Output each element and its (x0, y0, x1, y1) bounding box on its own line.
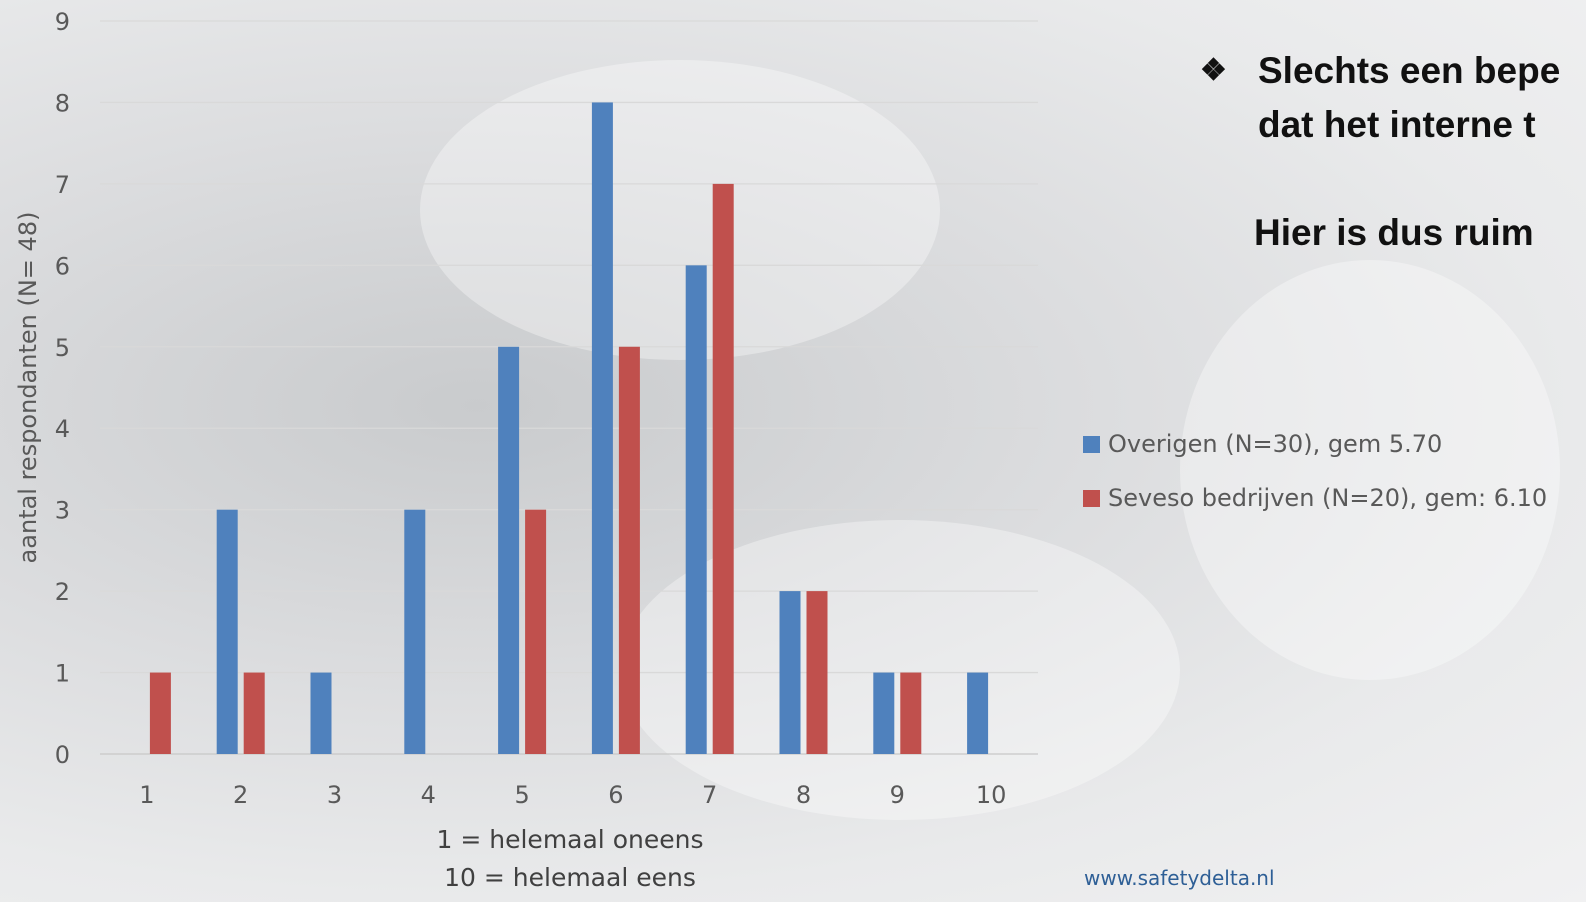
y-tick-label: 8 (55, 89, 70, 117)
bar-overigen (967, 672, 989, 754)
y-tick-label: 7 (55, 171, 70, 199)
y-tick-label: 6 (55, 252, 70, 280)
bar-overigen (498, 346, 520, 754)
chart-legend: Overigen (N=30), gem 5.70 Seveso bedrijv… (1083, 417, 1547, 525)
bullet-line-1: Slechts een bepe (1258, 50, 1561, 91)
x-tick-label: 1 (139, 781, 154, 809)
y-axis-title: aantal respondanten (N= 48) (14, 212, 42, 564)
bar-overigen (591, 102, 613, 754)
x-tick-label: 8 (796, 781, 811, 809)
legend-label-overigen: Overigen (N=30), gem 5.70 (1108, 430, 1443, 458)
bar-overigen (779, 591, 801, 754)
y-tick-label: 3 (55, 497, 70, 525)
x-tick-label: 2 (233, 781, 248, 809)
bar-chart: 0 1 2 3 4 5 6 7 8 9 1 2 3 4 5 6 7 8 9 10 aantal respondanten… (14, 8, 1038, 809)
bar-seveso (149, 672, 171, 754)
x-tick-label: 5 (514, 781, 529, 809)
x-axis-title-line: 1 = helemaal oneens (436, 825, 704, 854)
x-tick-label: 3 (327, 781, 342, 809)
background-photo-highlight (420, 60, 940, 360)
legend-item-overigen: Overigen (N=30), gem 5.70 (1083, 417, 1547, 471)
x-tick-label: 9 (890, 781, 905, 809)
footer-url: www.safetydelta.nl (1084, 866, 1275, 890)
y-tick-label: 5 (55, 334, 70, 362)
bar-seveso (525, 509, 547, 754)
slide-bullet-text: ❖ Slechts een bepe dat het interne t (1200, 44, 1560, 152)
x-tick-label: 6 (608, 781, 623, 809)
x-axis-title: 1 = helemaal oneens 10 = helemaal eens (360, 821, 780, 897)
bar-seveso (618, 346, 640, 754)
bar-overigen (685, 265, 707, 754)
bar-seveso (806, 591, 828, 754)
background-photo-highlight (1180, 260, 1560, 680)
x-tick-label: 10 (976, 781, 1007, 809)
diamond-bullet-icon: ❖ (1200, 54, 1227, 87)
y-tick-label: 2 (55, 578, 70, 606)
x-axis-title-line: 10 = helemaal eens (444, 863, 696, 892)
legend-item-seveso: Seveso bedrijven (N=20), gem: 6.10 (1083, 471, 1547, 525)
legend-swatch-overigen (1083, 435, 1100, 453)
legend-swatch-seveso (1083, 489, 1100, 507)
y-tick-label: 1 (55, 660, 70, 688)
x-tick-label: 4 (421, 781, 436, 809)
bar-seveso (900, 672, 922, 754)
bar-overigen (873, 672, 895, 754)
bar-seveso (243, 672, 265, 754)
slide-subtext: Hier is dus ruim (1254, 212, 1534, 253)
legend-label-seveso: Seveso bedrijven (N=20), gem: 6.10 (1108, 484, 1548, 512)
bullet-line-2: dat het interne t (1258, 104, 1536, 145)
bar-seveso (712, 183, 734, 754)
x-tick-label: 7 (702, 781, 717, 809)
y-tick-label: 0 (55, 741, 70, 769)
bar-overigen (310, 672, 332, 754)
y-tick-label: 9 (55, 8, 70, 36)
bar-overigen (404, 509, 426, 754)
bar-overigen (216, 509, 238, 754)
y-tick-label: 4 (55, 415, 70, 443)
